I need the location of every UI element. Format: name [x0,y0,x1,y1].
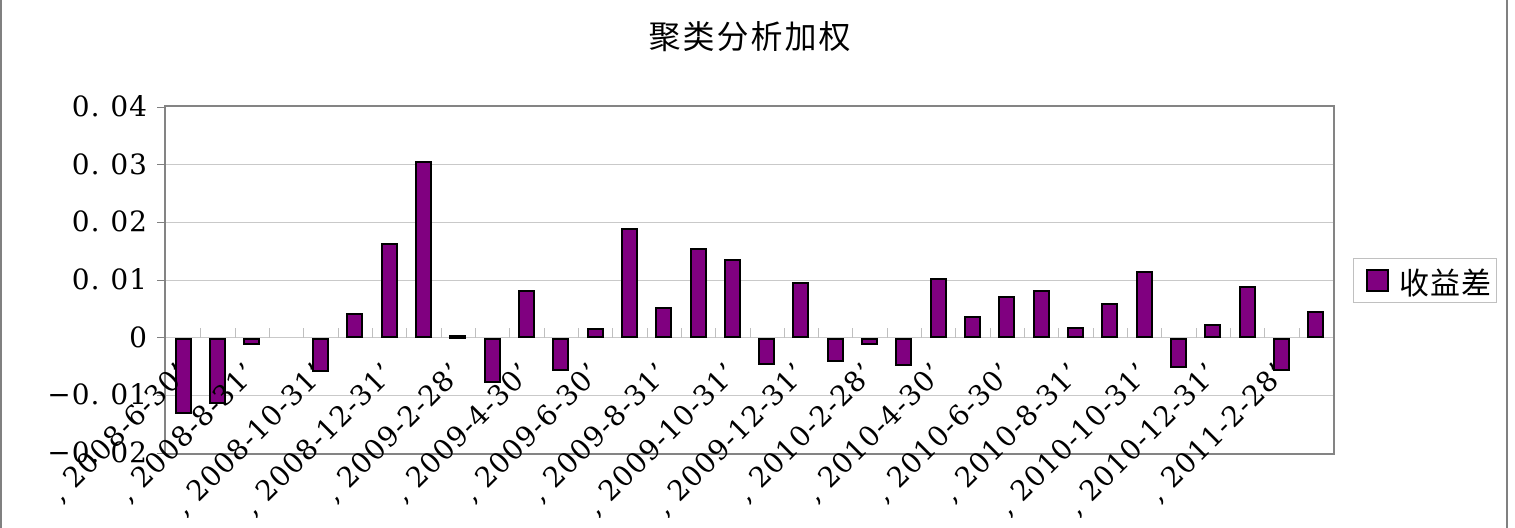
y-axis-tick [157,394,166,396]
bar-2008-12-31[interactable] [380,242,398,338]
chart-border-left [0,0,2,528]
bar-2009-1-31[interactable] [414,160,432,338]
y-axis-tick [157,337,166,339]
category-tick [200,327,202,338]
category-tick [1264,327,1266,338]
category-tick [680,327,682,338]
bar-2009-4-30[interactable] [517,290,535,338]
category-tick [577,327,579,338]
y-axis-tick [157,279,166,281]
bar-2009-6-30[interactable] [586,328,604,338]
category-tick [1058,327,1060,338]
category-tick [1230,327,1232,338]
bar-2008-11-30[interactable] [346,312,364,338]
y-axis-label: 0 [129,320,148,354]
category-tick [1024,327,1026,338]
bar-2010-11-30[interactable] [1170,337,1188,369]
gridline [166,279,1333,281]
category-tick [955,327,957,338]
gridline [166,394,1333,396]
bar-2008-8-31[interactable] [243,337,261,345]
bar-2009-10-31[interactable] [723,259,741,338]
bar-2010-3-31[interactable] [895,337,913,367]
bar-2011-3-31[interactable] [1307,311,1325,338]
gridline [166,337,1333,339]
legend-box[interactable]: 收益差 [1353,258,1497,303]
bar-2010-4-30[interactable] [929,278,947,338]
bar-2009-12-31[interactable] [792,282,810,338]
category-tick [371,327,373,338]
bar-2009-5-31[interactable] [552,337,570,371]
category-tick [543,327,545,338]
y-axis-tick [157,106,166,108]
category-tick [303,327,305,338]
category-tick [1195,327,1197,338]
y-axis-label: −0. 02 [47,436,148,469]
bar-2011-1-31[interactable] [1238,285,1256,338]
category-tick [268,327,270,338]
category-tick [989,327,991,338]
category-tick [921,327,923,338]
bar-2009-8-31[interactable] [655,307,673,338]
category-tick [783,327,785,338]
legend-series-marker [1366,269,1389,292]
gridline [166,164,1333,166]
chart-border-right [1506,0,1508,528]
y-axis-tick [157,164,166,166]
bar-2009-3-31[interactable] [483,337,501,383]
bar-2009-9-30[interactable] [689,248,707,338]
bar-2008-6-30[interactable] [174,337,192,415]
gridline [166,221,1333,223]
category-tick [715,327,717,338]
category-tick [509,327,511,338]
bar-2010-8-31[interactable] [1067,326,1085,338]
category-tick [818,327,820,338]
y-axis-label: 0. 03 [71,147,148,181]
bar-2010-9-30[interactable] [1101,303,1119,338]
y-axis-tick [157,221,166,223]
y-axis-label: −0. 01 [47,378,148,412]
legend-series-label: 收益差 [1399,266,1492,302]
category-tick [337,327,339,338]
bar-2008-7-31[interactable] [208,337,226,404]
category-tick [612,327,614,338]
y-axis-tick [157,452,166,454]
category-tick [1127,327,1129,338]
category-tick [234,327,236,338]
category-tick [474,327,476,338]
bar-2011-2-28[interactable] [1273,337,1290,372]
bar-2010-6-30[interactable] [998,295,1016,338]
y-axis-label: 0. 02 [71,205,148,239]
bar-2010-5-31[interactable] [964,315,982,338]
bar-2010-2-28[interactable] [861,337,879,346]
bar-2008-10-31[interactable] [311,337,329,372]
category-tick [406,327,408,338]
y-axis-label: 0. 01 [71,263,148,296]
category-tick [886,327,888,338]
bar-2010-10-31[interactable] [1135,270,1153,338]
y-axis-label: 0. 04 [71,90,148,123]
category-tick [1161,327,1163,338]
category-tick [646,327,648,338]
category-tick [1298,327,1300,338]
bar-2010-7-31[interactable] [1032,290,1050,338]
bar-2010-12-31[interactable] [1204,324,1222,338]
bar-2009-7-31[interactable] [620,228,638,338]
bar-2010-1-31[interactable] [826,337,844,363]
chart-title[interactable]: 聚类分析加权 [648,18,853,56]
category-tick [852,327,854,338]
category-tick [749,327,751,338]
category-tick [1092,327,1094,338]
category-tick [440,327,442,338]
bar-2009-11-30[interactable] [758,337,776,366]
bar-2009-2-28[interactable] [449,334,467,339]
